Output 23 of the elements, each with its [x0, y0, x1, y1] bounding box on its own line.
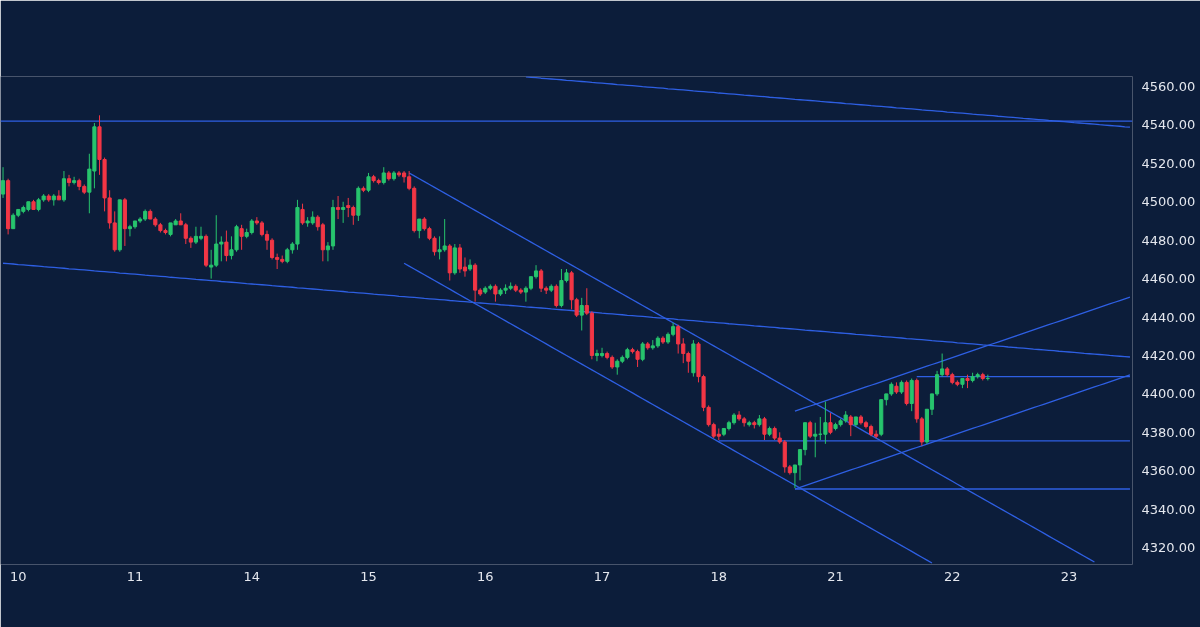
y-tick-label: 4480.00: [1141, 232, 1196, 248]
y-tick-label: 4460.00: [1141, 271, 1196, 287]
y-tick-label: 4320.00: [1141, 540, 1196, 556]
y-tick-label: 4540.00: [1141, 117, 1196, 133]
x-tick-label: 10: [10, 568, 27, 584]
y-tick-label: 4340.00: [1141, 501, 1196, 517]
x-tick-label: 16: [477, 568, 494, 584]
y-tick-label: 4380.00: [1141, 424, 1196, 440]
x-tick-label: 14: [243, 568, 261, 584]
x-tick-label: 18: [710, 568, 728, 584]
y-tick-label: 4440.00: [1141, 309, 1196, 325]
x-tick-label: 21: [827, 568, 844, 584]
x-tick-label: 11: [126, 568, 144, 584]
x-tick-label: 15: [360, 568, 377, 584]
y-tick-label: 4420.00: [1141, 347, 1196, 363]
x-tick-label: 23: [1060, 568, 1078, 584]
y-tick-label: 4500.00: [1141, 194, 1196, 210]
x-tick-label: 17: [593, 568, 611, 584]
y-tick-label: 4520.00: [1141, 155, 1196, 171]
y-tick-label: 4560.00: [1141, 78, 1196, 94]
x-tick-label: 22: [944, 568, 961, 584]
y-tick-label: 4400.00: [1141, 386, 1196, 402]
y-tick-label: 4360.00: [1141, 463, 1196, 479]
